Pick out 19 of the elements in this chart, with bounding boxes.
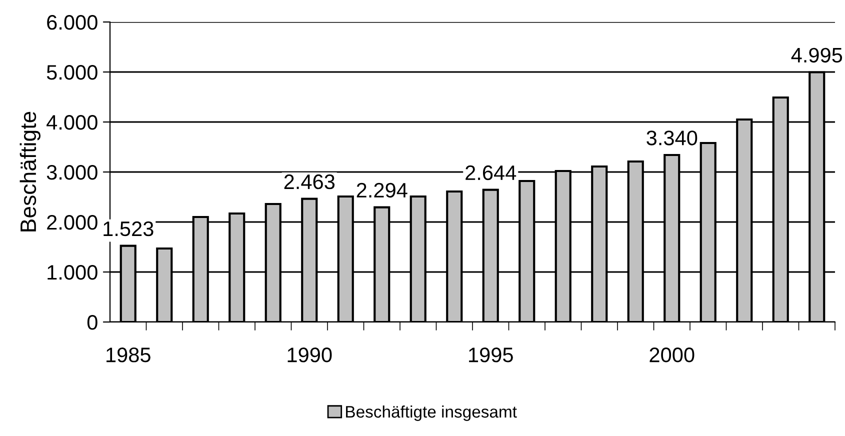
x-tick-label: 1990	[288, 348, 332, 362]
data-label: 4.995	[791, 48, 842, 63]
y-tick-label: 6.000	[47, 15, 98, 30]
data-label: 2.294	[356, 182, 408, 198]
data-label: 2.644	[466, 165, 516, 180]
data-label: 1.523	[104, 221, 154, 236]
y-tick-label: 0	[87, 315, 98, 330]
y-axis-title: Beschäftigte	[20, 112, 41, 232]
y-tick-label: 5.000	[46, 65, 98, 80]
x-tick-label: 2000	[650, 348, 694, 362]
data-label: 3.340	[646, 130, 698, 146]
y-tick-label: 2.000	[47, 215, 98, 230]
data-label: 2.463	[284, 174, 335, 190]
legend-label: Beschäftigte insgesamt	[346, 405, 517, 421]
y-tick-label: 3.000	[46, 165, 98, 180]
y-tick-label: 1.000	[48, 265, 98, 280]
x-tick-label: 1995	[469, 348, 513, 362]
y-tick-label: 4.000	[46, 115, 98, 130]
x-tick-label: 1985	[106, 348, 150, 362]
